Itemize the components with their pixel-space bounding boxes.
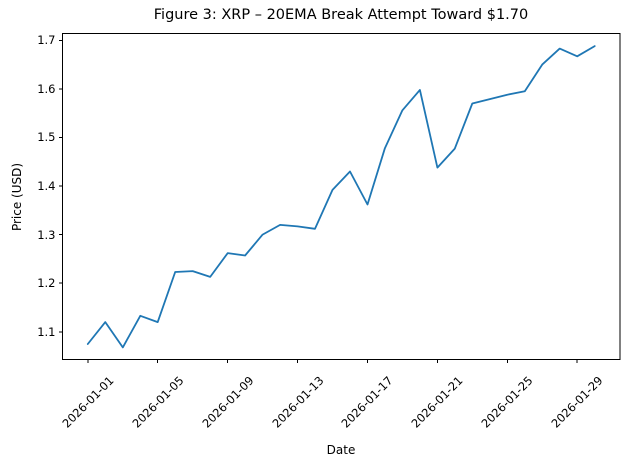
chart-title: Figure 3: XRP – 20EMA Break Attempt Towa… xyxy=(153,7,529,23)
y-tick-label: 1.2 xyxy=(37,276,56,291)
y-tick-label: 1.3 xyxy=(37,227,56,242)
y-tick-label: 1.5 xyxy=(37,130,56,145)
y-tick-label: 1.1 xyxy=(37,324,56,339)
y-tick-label: 1.7 xyxy=(37,33,56,48)
price-line xyxy=(86,45,596,349)
x-axis-label: Date xyxy=(326,443,356,457)
y-tick-label: 1.6 xyxy=(37,81,56,96)
y-tick-label: 1.4 xyxy=(37,179,56,194)
axes-spines xyxy=(62,33,621,360)
